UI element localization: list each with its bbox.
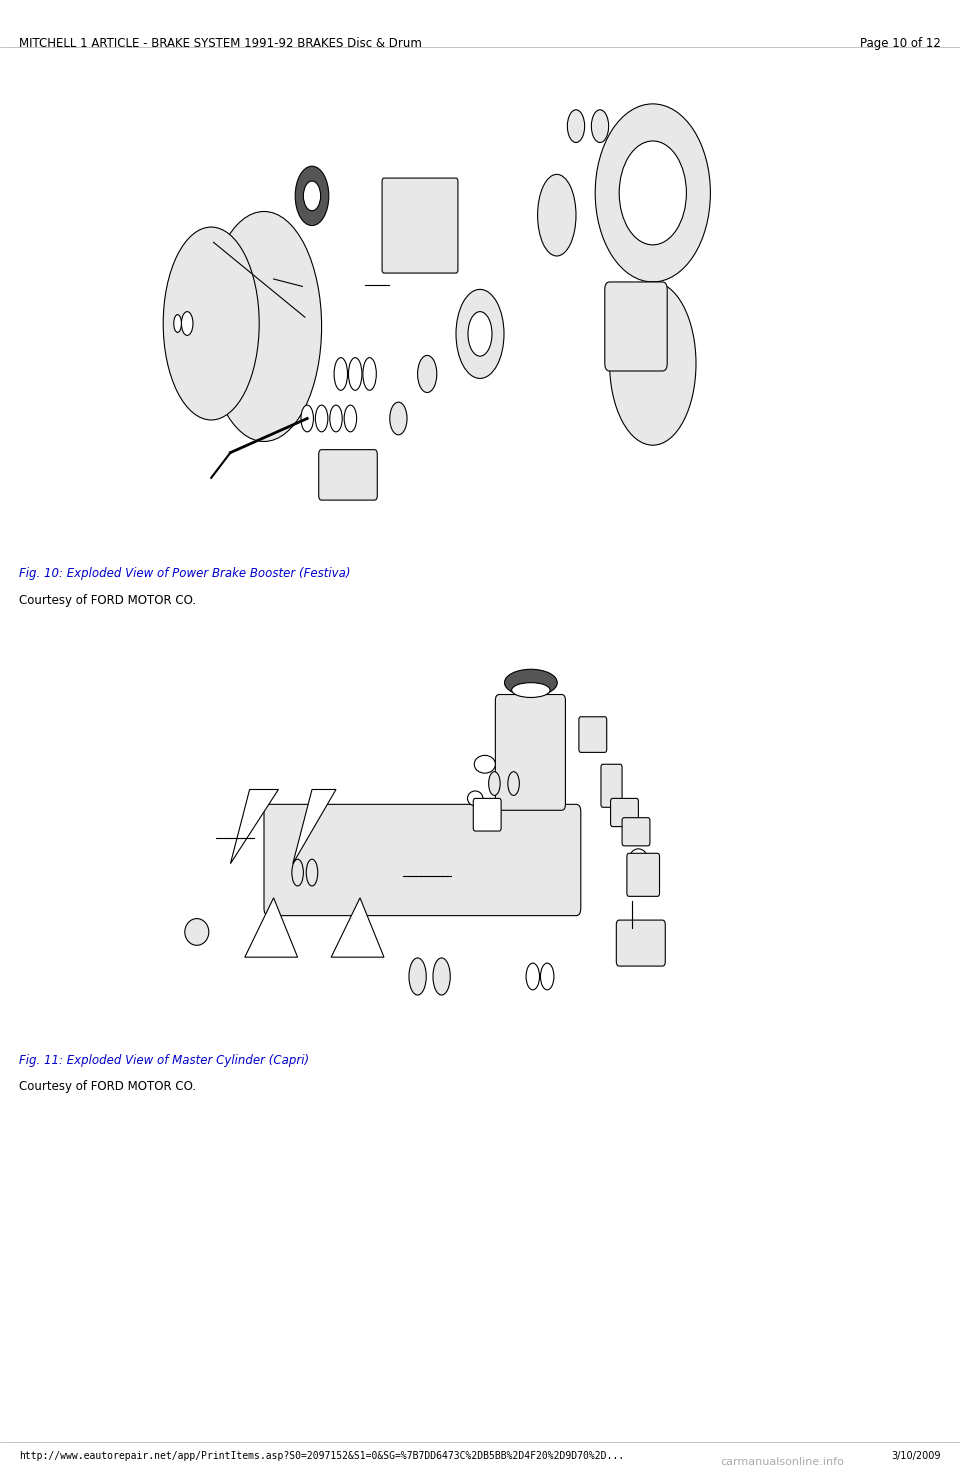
Ellipse shape [348,358,362,390]
FancyBboxPatch shape [601,764,622,807]
Text: Fig. 10: Exploded View of Power Brake Booster (Festiva): Fig. 10: Exploded View of Power Brake Bo… [19,567,350,580]
Text: Page 10 of 12: Page 10 of 12 [860,37,941,50]
Ellipse shape [330,405,342,432]
FancyBboxPatch shape [627,853,660,896]
Ellipse shape [526,963,540,990]
Ellipse shape [315,405,328,432]
Ellipse shape [595,104,710,282]
Ellipse shape [489,772,500,795]
Ellipse shape [433,959,450,996]
FancyBboxPatch shape [473,798,501,831]
Ellipse shape [512,683,550,697]
Ellipse shape [174,315,181,332]
Ellipse shape [184,919,208,945]
FancyBboxPatch shape [611,798,638,827]
Ellipse shape [334,358,348,390]
Ellipse shape [456,289,504,378]
Ellipse shape [363,358,376,390]
Text: Fig. 11: Exploded View of Master Cylinder (Capri): Fig. 11: Exploded View of Master Cylinde… [19,1054,309,1067]
Ellipse shape [630,870,647,887]
Ellipse shape [303,181,321,211]
Polygon shape [331,898,384,957]
Ellipse shape [296,166,328,226]
Polygon shape [245,898,298,957]
Text: carmanualsonline.info: carmanualsonline.info [720,1457,844,1468]
Text: MITCHELL 1 ARTICLE - BRAKE SYSTEM 1991-92 BRAKES Disc & Drum: MITCHELL 1 ARTICLE - BRAKE SYSTEM 1991-9… [19,37,422,50]
Ellipse shape [390,402,407,435]
Polygon shape [230,789,278,864]
Ellipse shape [306,859,318,886]
Ellipse shape [508,772,519,795]
Ellipse shape [474,755,495,773]
Ellipse shape [619,141,686,245]
Ellipse shape [468,312,492,356]
Ellipse shape [610,282,696,445]
Ellipse shape [292,859,303,886]
Ellipse shape [505,669,557,696]
FancyBboxPatch shape [264,804,581,916]
Ellipse shape [538,175,576,257]
FancyBboxPatch shape [605,282,667,371]
Ellipse shape [540,963,554,990]
Ellipse shape [344,405,357,432]
Ellipse shape [409,959,426,996]
Text: http://www.eautorepair.net/app/PrintItems.asp?S0=2097152&S1=0&SG=%7B7DD6473C%2DB: http://www.eautorepair.net/app/PrintItem… [19,1451,624,1462]
FancyBboxPatch shape [319,450,377,500]
FancyBboxPatch shape [622,818,650,846]
Ellipse shape [206,212,322,442]
FancyBboxPatch shape [495,695,565,810]
Ellipse shape [418,356,437,392]
Ellipse shape [301,405,313,432]
Text: Courtesy of FORD MOTOR CO.: Courtesy of FORD MOTOR CO. [19,1080,197,1094]
Ellipse shape [468,791,483,806]
Ellipse shape [163,227,259,420]
FancyBboxPatch shape [616,920,665,966]
FancyBboxPatch shape [382,178,458,273]
Ellipse shape [181,312,193,335]
Ellipse shape [591,110,609,142]
Text: Courtesy of FORD MOTOR CO.: Courtesy of FORD MOTOR CO. [19,594,197,607]
FancyBboxPatch shape [579,717,607,752]
Text: 3/10/2009: 3/10/2009 [891,1451,941,1462]
Polygon shape [293,789,336,864]
Ellipse shape [567,110,585,142]
Ellipse shape [630,849,647,867]
